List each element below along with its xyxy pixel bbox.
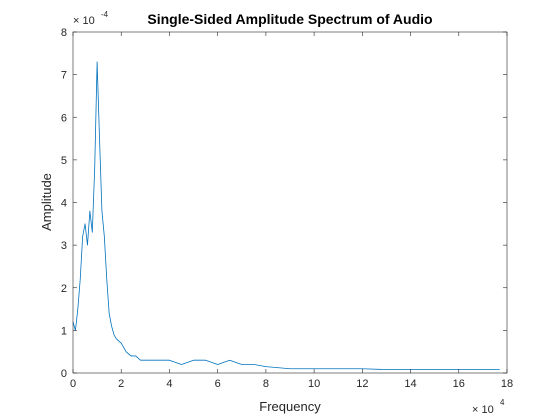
x-tick-label: 18 [501, 378, 513, 390]
x-exponent-label: × 10 [472, 404, 494, 416]
x-axis-label: Frequency [259, 399, 321, 414]
x-tick-label: 16 [453, 378, 465, 390]
axes-box [72, 31, 508, 374]
spectrum-line-0 [72, 61, 500, 370]
x-tick-label: 14 [404, 378, 416, 390]
axes-background [73, 32, 507, 373]
y-tick-label: 3 [61, 240, 67, 252]
x-tick-label: 12 [356, 378, 368, 390]
y-exponent: × 10 -4 [73, 10, 109, 27]
x-tick-label: 4 [166, 378, 172, 390]
x-tick-label: 10 [308, 378, 320, 390]
y-tick-label: 0 [61, 368, 67, 380]
y-tick-label: 1 [61, 325, 67, 337]
y-tick-label: 5 [61, 155, 67, 167]
plot-layer [72, 61, 500, 370]
y-axis-label: Amplitude [39, 173, 54, 231]
x-tick-label: 8 [263, 378, 269, 390]
x-exponent-power: 4 [500, 398, 505, 407]
chart-title: Single-Sided Amplitude Spectrum of Audio [147, 11, 432, 27]
y-exponent-power: -4 [101, 10, 109, 19]
y-tick-label: 4 [61, 198, 67, 210]
x-tick-label: 0 [70, 378, 76, 390]
y-tick-label: 8 [61, 27, 67, 39]
y-tick-label: 2 [61, 283, 67, 295]
x-tick-label: 2 [118, 378, 124, 390]
x-tick-label: 6 [215, 378, 221, 390]
y-tick-label: 7 [61, 70, 67, 82]
x-exponent: × 10 4 [472, 398, 505, 416]
y-tick-label: 6 [61, 112, 67, 124]
y-exponent-label: × 10 [73, 15, 95, 27]
